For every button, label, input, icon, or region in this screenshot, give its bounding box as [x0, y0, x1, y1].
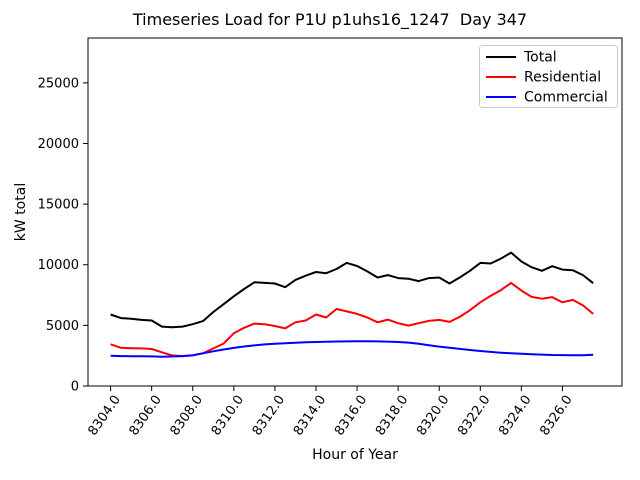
x-tick-label: 8306.0 [127, 393, 165, 439]
x-tick-label: 8314.0 [291, 393, 329, 439]
legend-label-residential: Residential [524, 70, 601, 86]
legend-box [479, 45, 618, 108]
x-tick-label: 8320.0 [414, 393, 452, 439]
series-lines [110, 251, 594, 358]
x-tick-label: 8312.0 [250, 393, 288, 439]
chart-title: Timeseries Load for P1U p1uhs16_1247 Day… [132, 10, 527, 30]
x-tick-label: 8308.0 [168, 393, 206, 439]
x-tick-label: 8304.0 [85, 393, 123, 439]
legend: Total Residential Commercial [479, 45, 618, 108]
series-line-commercial [110, 340, 594, 358]
y-tick-label: 10000 [38, 258, 79, 273]
y-tick-label: 20000 [38, 137, 79, 152]
series-line-total [110, 251, 594, 329]
x-tick-label: 8310.0 [209, 393, 247, 439]
x-tick-label: 8318.0 [373, 393, 411, 439]
x-tick-label: 8326.0 [537, 393, 575, 439]
y-tick-label: 25000 [38, 76, 79, 91]
y-axis-label: kW total [13, 183, 29, 241]
legend-label-commercial: Commercial [524, 90, 608, 106]
y-tick-label: 15000 [38, 198, 79, 213]
y-tick-label: 5000 [46, 319, 79, 334]
x-tick-label: 8322.0 [455, 393, 493, 439]
y-tick-label: 0 [71, 380, 79, 395]
y-axis-ticks: 0 5000 10000 15000 20000 25000 [38, 76, 88, 395]
x-axis-ticks: 8304.0 8306.0 8308.0 8310.0 8312.0 8314.0 8316… [85, 386, 576, 439]
x-tick-label: 8316.0 [332, 393, 370, 439]
x-tick-label: 8324.0 [496, 393, 534, 439]
legend-label-total: Total [523, 50, 557, 66]
x-axis-label: Hour of Year [312, 447, 398, 463]
